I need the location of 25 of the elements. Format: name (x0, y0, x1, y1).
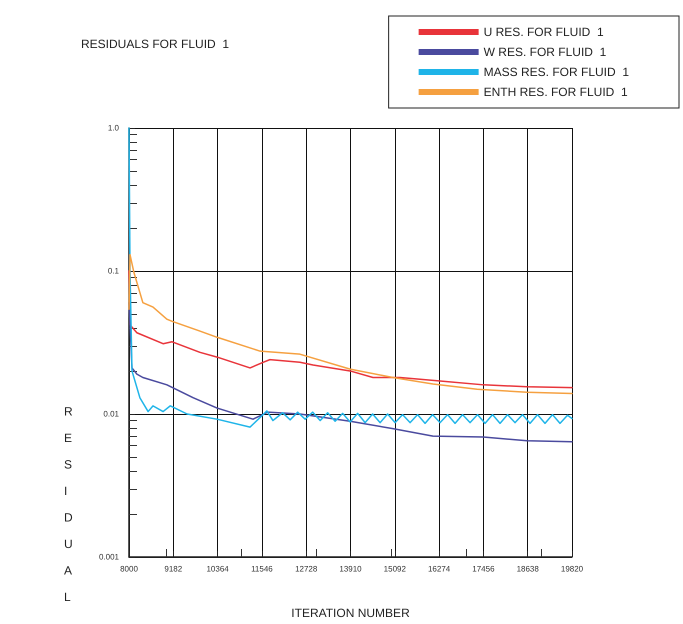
line-series (128, 270, 573, 388)
x-axis-title: ITERATION NUMBER (291, 606, 410, 620)
x-tick-label: 10364 (206, 564, 230, 574)
x-tick-label: 13910 (339, 564, 362, 574)
x-tick-label: 11546 (251, 564, 274, 574)
x-tick-label: 17456 (472, 564, 496, 574)
x-tick-label: 18638 (516, 564, 540, 574)
x-tick-label: 19820 (560, 564, 584, 574)
y-tick-label: 0.01 (103, 410, 120, 418)
x-tick-label: 12728 (295, 564, 318, 574)
chart-title: RESIDUALS FOR FLUID 1 (81, 37, 230, 51)
x-tick-label: 16274 (428, 564, 451, 574)
line-series (128, 302, 573, 442)
legend-label: W RES. FOR FLUID 1 (484, 45, 607, 59)
y-axis-title: RESIDUAL (64, 404, 73, 604)
y-tick-label: 0.001 (98, 552, 120, 562)
y-tick-label: 0.1 (108, 266, 120, 276)
legend-label: MASS RES. FOR FLUID 1 (484, 65, 630, 79)
line-series (128, 254, 573, 394)
legend-label: ENTH RES. FOR FLUID 1 (484, 85, 628, 99)
x-tick-label: 9182 (164, 564, 183, 574)
x-tick-label: 8000 (120, 564, 138, 574)
x-tick-label: 15092 (384, 564, 406, 574)
legend-label: U RES. FOR FLUID 1 (484, 25, 604, 39)
y-tick-label: 1.0 (108, 124, 120, 132)
